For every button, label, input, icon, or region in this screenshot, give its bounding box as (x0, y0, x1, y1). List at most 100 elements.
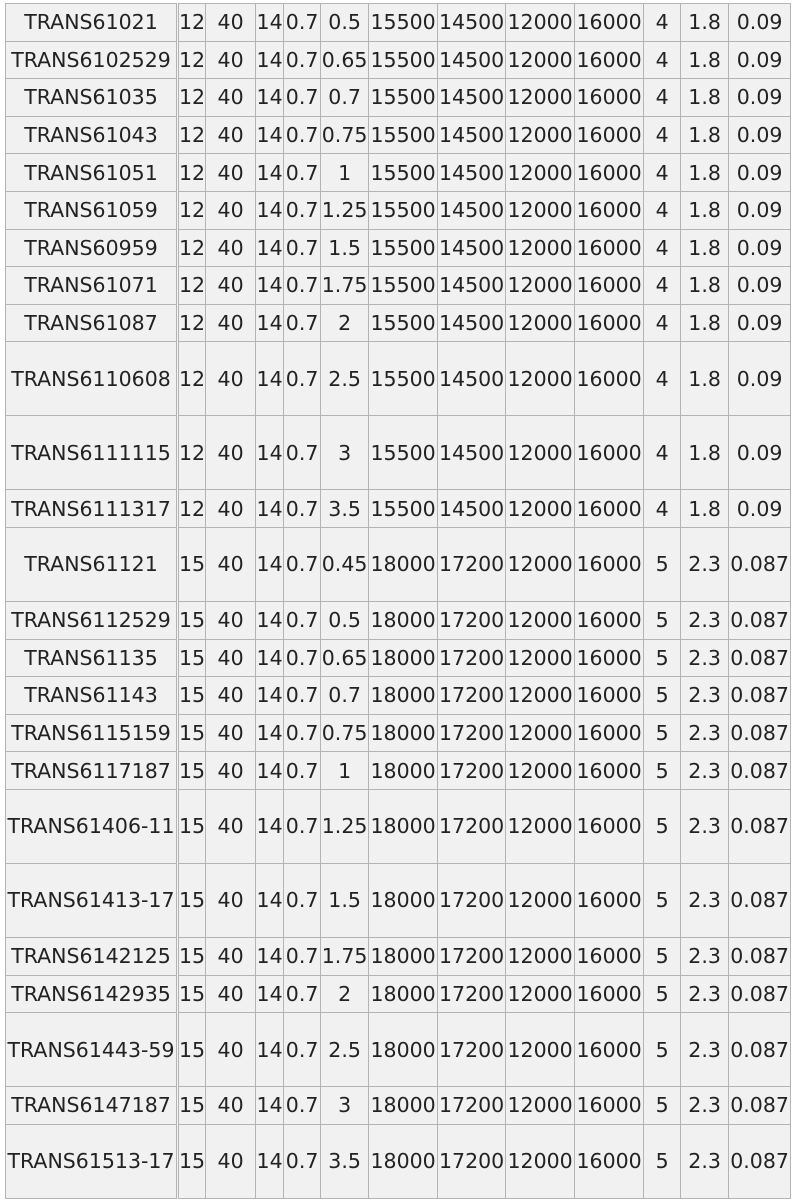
table-row: TRANS61051 12 40 14 0.7 1 15500 14500 12000 16000… (5, 153, 792, 192)
value-cell: 15500 (368, 489, 439, 528)
value-cell: 40 (205, 1012, 257, 1088)
value-cell: 0.087 (728, 526, 792, 602)
value-cell: 14500 (437, 40, 507, 80)
value-cell: 1 (320, 751, 370, 790)
table-row: TRANS6111317 12 40 14 0.7 3.5 15500 14500 12000 1… (5, 489, 792, 528)
model-cell: TRANS6142935 (5, 974, 179, 1014)
model-cell: TRANS61143 (5, 676, 179, 715)
value-cell: 16000 (574, 303, 645, 343)
value-cell: 0.7 (283, 1123, 322, 1199)
value-cell: 4 (643, 153, 682, 192)
value-cell: 40 (205, 713, 257, 753)
value-cell: 40 (205, 266, 257, 305)
value-cell: 12000 (505, 751, 576, 790)
value-cell: 12 (176, 489, 207, 528)
value-cell: 14 (255, 228, 285, 268)
value-cell: 14 (255, 600, 285, 640)
value-cell: 14500 (437, 190, 507, 230)
value-cell: 0.09 (728, 341, 792, 417)
table-row: TRANS61135 15 40 14 0.7 0.65 18000 17200 12000 16… (5, 638, 792, 678)
value-cell: 17200 (437, 788, 507, 864)
value-cell: 12000 (505, 1123, 576, 1199)
value-cell: 14 (255, 190, 285, 230)
value-cell: 4 (643, 341, 682, 417)
value-cell: 0.7 (283, 341, 322, 417)
model-cell: TRANS61406-11 (5, 788, 179, 864)
value-cell: 0.7 (283, 638, 322, 678)
value-cell: 40 (205, 676, 257, 715)
value-cell: 18000 (368, 936, 439, 976)
table-row: TRANS60959 12 40 14 0.7 1.5 15500 14500 12000 160… (5, 228, 792, 268)
value-cell: 14 (255, 1086, 285, 1125)
table-row: TRANS6112529 15 40 14 0.7 0.5 18000 17200 12000 1… (5, 600, 792, 640)
value-cell: 15 (176, 713, 207, 753)
value-cell: 0.09 (728, 415, 792, 491)
model-cell: TRANS6110608 (5, 341, 179, 417)
value-cell: 12000 (505, 190, 576, 230)
value-cell: 0.7 (283, 1086, 322, 1125)
value-cell: 18000 (368, 862, 439, 938)
value-cell: 1.8 (680, 341, 730, 417)
value-cell: 5 (643, 1086, 682, 1125)
value-cell: 18000 (368, 751, 439, 790)
value-cell: 0.7 (283, 788, 322, 864)
value-cell: 4 (643, 303, 682, 343)
value-cell: 1.8 (680, 153, 730, 192)
value-cell: 17200 (437, 638, 507, 678)
value-cell: 17200 (437, 713, 507, 753)
value-cell: 0.7 (283, 862, 322, 938)
value-cell: 40 (205, 1086, 257, 1125)
value-cell: 1.8 (680, 415, 730, 491)
table-row: TRANS6142125 15 40 14 0.7 1.75 18000 17200 12000… (5, 936, 792, 976)
value-cell: 14500 (437, 341, 507, 417)
value-cell: 0.7 (283, 3, 322, 42)
value-cell: 12000 (505, 676, 576, 715)
table-row: TRANS61121 15 40 14 0.7 0.45 18000 17200 12000 16… (5, 526, 792, 602)
value-cell: 14500 (437, 115, 507, 155)
value-cell: 16000 (574, 489, 645, 528)
value-cell: 1 (320, 153, 370, 192)
value-cell: 2 (320, 974, 370, 1014)
value-cell: 12000 (505, 526, 576, 602)
value-cell: 12000 (505, 489, 576, 528)
value-cell: 14 (255, 266, 285, 305)
value-cell: 5 (643, 676, 682, 715)
value-cell: 2 (320, 303, 370, 343)
value-cell: 0.087 (728, 788, 792, 864)
value-cell: 14 (255, 974, 285, 1014)
value-cell: 0.7 (283, 303, 322, 343)
value-cell: 14 (255, 3, 285, 42)
value-cell: 12000 (505, 974, 576, 1014)
value-cell: 15 (176, 638, 207, 678)
value-cell: 1.8 (680, 78, 730, 117)
value-cell: 5 (643, 936, 682, 976)
value-cell: 14 (255, 862, 285, 938)
value-cell: 4 (643, 228, 682, 268)
model-cell: TRANS61051 (5, 153, 179, 192)
value-cell: 16000 (574, 1012, 645, 1088)
value-cell: 16000 (574, 676, 645, 715)
value-cell: 0.7 (283, 266, 322, 305)
value-cell: 12000 (505, 1012, 576, 1088)
value-cell: 15500 (368, 40, 439, 80)
model-cell: TRANS61121 (5, 526, 179, 602)
value-cell: 40 (205, 40, 257, 80)
value-cell: 14500 (437, 415, 507, 491)
value-cell: 18000 (368, 788, 439, 864)
value-cell: 15 (176, 788, 207, 864)
value-cell: 15500 (368, 3, 439, 42)
value-cell: 16000 (574, 788, 645, 864)
value-cell: 17200 (437, 676, 507, 715)
value-cell: 1.25 (320, 190, 370, 230)
value-cell: 14500 (437, 303, 507, 343)
value-cell: 16000 (574, 862, 645, 938)
value-cell: 40 (205, 115, 257, 155)
value-cell: 2.3 (680, 638, 730, 678)
value-cell: 40 (205, 638, 257, 678)
value-cell: 12000 (505, 266, 576, 305)
value-cell: 0.09 (728, 115, 792, 155)
value-cell: 14500 (437, 153, 507, 192)
value-cell: 0.087 (728, 638, 792, 678)
value-cell: 5 (643, 526, 682, 602)
table-row: TRANS6117187 15 40 14 0.7 1 18000 17200 12000 160… (5, 751, 792, 790)
